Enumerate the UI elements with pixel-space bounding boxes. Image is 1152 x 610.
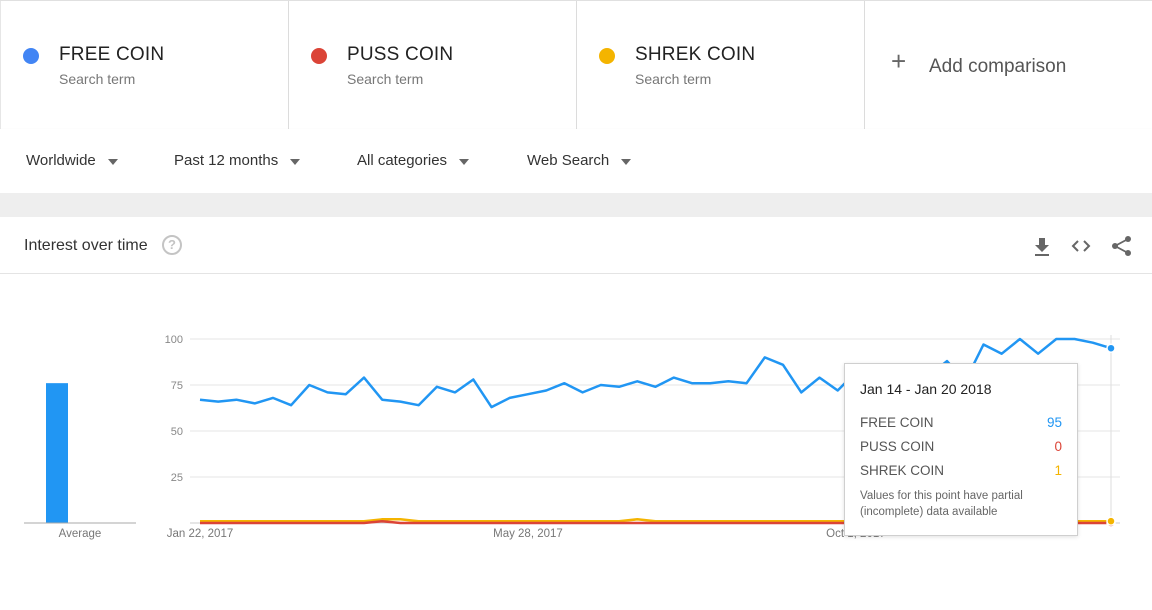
term-type: Search term — [59, 71, 136, 87]
time-range-dropdown[interactable]: Past 12 months — [174, 152, 301, 169]
region-value: Worldwide — [26, 152, 96, 169]
card-header: Interest over time ? — [0, 217, 1152, 274]
caret-down-icon — [290, 158, 301, 165]
average-label: Average — [59, 528, 102, 540]
chart-tooltip: Jan 14 - Jan 20 2018 FREE COIN 95 PUSS C… — [844, 363, 1078, 536]
download-icon[interactable] — [1031, 235, 1053, 257]
tooltip-row-free-coin: FREE COIN 95 — [860, 415, 1062, 430]
y-tick-label: 50 — [171, 426, 183, 438]
tooltip-series-value: 95 — [1046, 415, 1062, 430]
search-type-value: Web Search — [527, 152, 610, 169]
embed-icon[interactable] — [1070, 235, 1092, 257]
tooltip-series-value: 0 — [1054, 439, 1062, 454]
caret-down-icon — [459, 158, 470, 165]
category-dropdown[interactable]: All categories — [357, 152, 470, 169]
category-value: All categories — [357, 152, 448, 169]
tooltip-row-shrek-coin: SHREK COIN 1 — [860, 463, 1062, 478]
region-dropdown[interactable]: Worldwide — [26, 152, 118, 169]
point-marker-shrek-coin — [1106, 516, 1116, 526]
card-title: Interest over time — [24, 237, 148, 254]
add-comparison-label: Add comparison — [929, 56, 1067, 77]
tooltip-series-name: FREE COIN — [860, 415, 934, 430]
term-type: Search term — [347, 71, 424, 87]
average-bar-group: Average — [24, 383, 136, 540]
term-type: Search term — [635, 71, 712, 87]
filter-bar: Worldwide Past 12 months All categories … — [0, 129, 1152, 193]
tooltip-title: Jan 14 - Jan 20 2018 — [860, 381, 992, 397]
tooltip-series-name: SHREK COIN — [860, 463, 945, 478]
series-color-dot — [311, 48, 327, 64]
x-tick-label: May 28, 2017 — [493, 528, 563, 540]
term-card-free-coin[interactable]: FREE COIN Search term — [0, 1, 288, 130]
average-bar-free-coin — [46, 383, 68, 523]
section-gap — [0, 193, 1152, 217]
tooltip-row-puss-coin: PUSS COIN 0 — [860, 439, 1062, 454]
time-range-value: Past 12 months — [174, 152, 279, 169]
plus-icon: + — [891, 46, 907, 76]
term-name[interactable]: FREE COIN — [59, 44, 165, 65]
term-name[interactable]: SHREK COIN — [635, 44, 756, 65]
x-tick-label: Jan 22, 2017 — [167, 528, 234, 540]
caret-down-icon — [107, 158, 118, 165]
help-icon[interactable]: ? — [162, 235, 182, 255]
tooltip-note: Values for this point have partial (inco… — [860, 490, 1023, 518]
term-name[interactable]: PUSS COIN — [347, 44, 454, 65]
y-tick-label: 25 — [171, 472, 183, 484]
y-tick-label: 100 — [165, 334, 183, 346]
term-card-puss-coin[interactable]: PUSS COIN Search term — [288, 1, 576, 130]
point-marker-free-coin — [1106, 343, 1116, 353]
caret-down-icon — [621, 158, 632, 165]
tooltip-series-value: 1 — [1054, 463, 1062, 478]
series-color-dot — [599, 48, 615, 64]
share-icon[interactable] — [1111, 235, 1133, 257]
y-tick-label: 75 — [171, 380, 183, 392]
search-type-dropdown[interactable]: Web Search — [527, 152, 632, 169]
tooltip-series-name: PUSS COIN — [860, 439, 935, 454]
series-color-dot — [23, 48, 39, 64]
comparison-bar: FREE COIN Search term PUSS COIN Search t… — [0, 0, 1152, 130]
